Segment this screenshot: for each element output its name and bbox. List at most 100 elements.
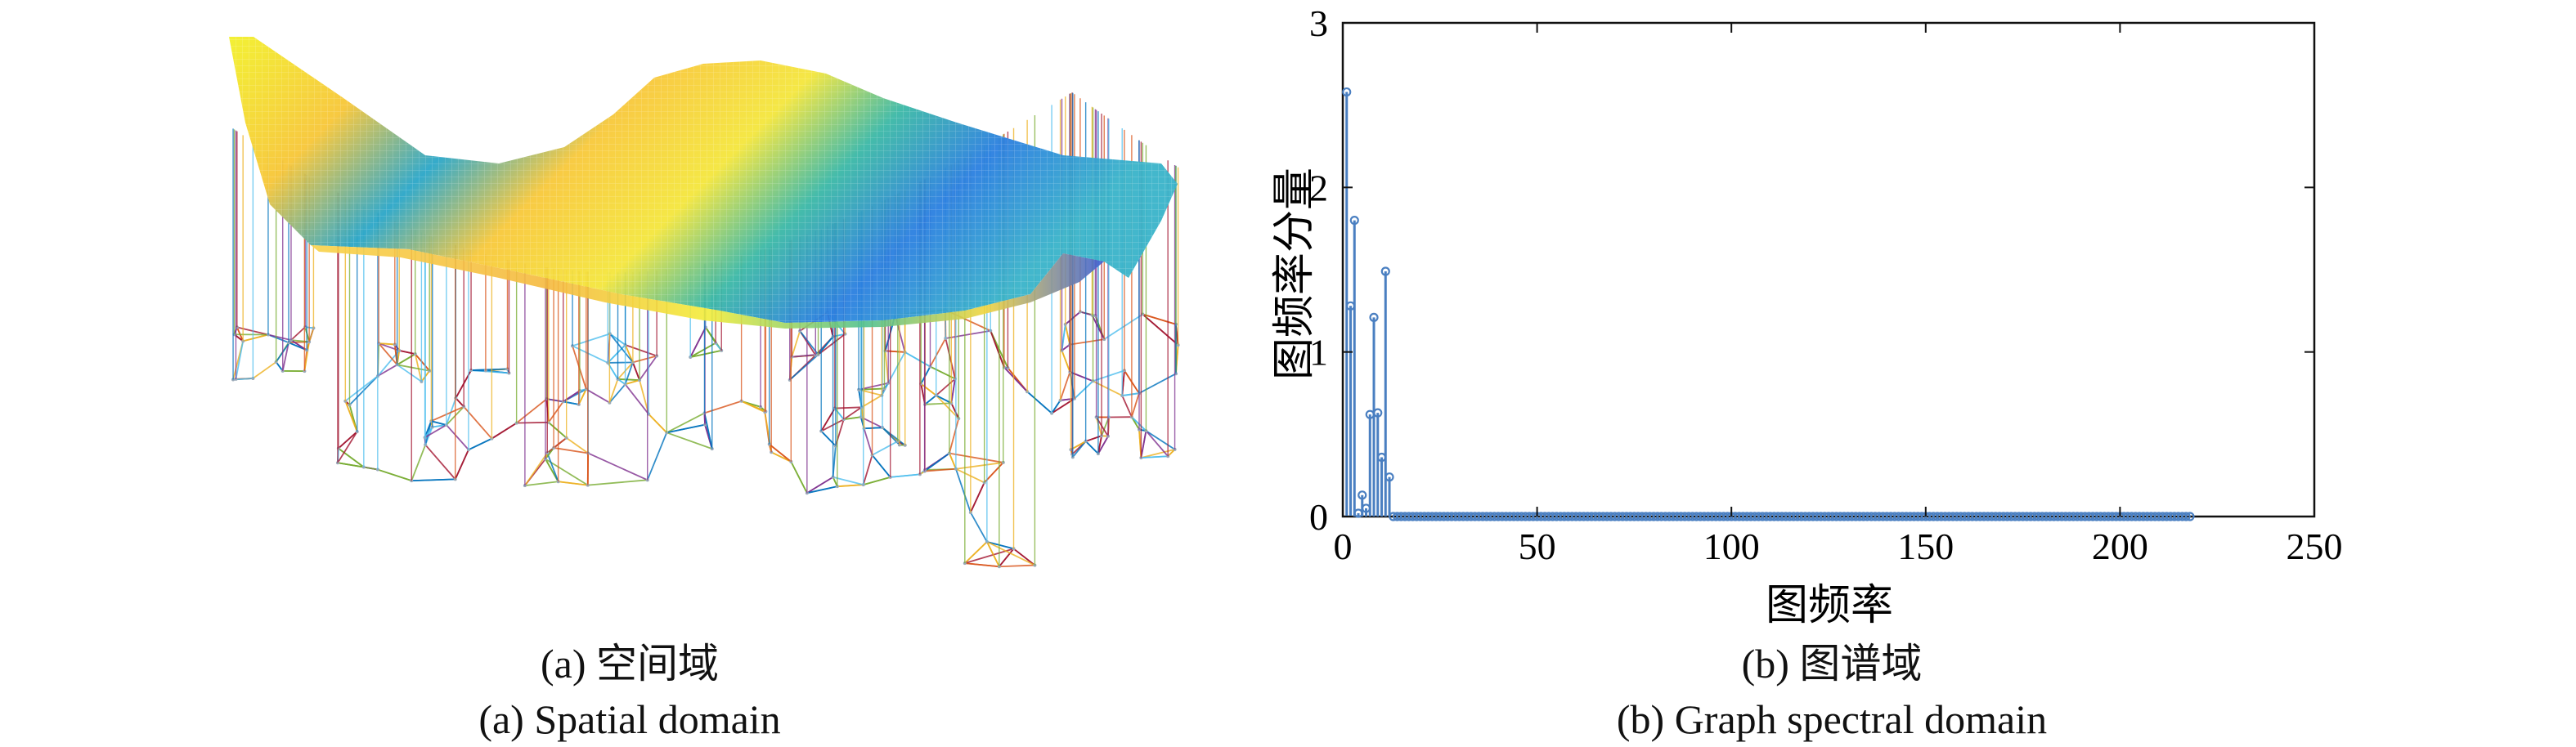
graph-edge <box>920 382 937 396</box>
graph-edge <box>1070 371 1093 382</box>
graph-edge <box>306 328 315 351</box>
graph-edge <box>625 379 640 386</box>
graph-edge <box>1074 380 1094 400</box>
graph-edge <box>275 361 284 372</box>
graph-edge <box>929 338 947 367</box>
graph-edge <box>337 462 378 471</box>
spectral-stem-chart: 0 50 100 150 200 250 0 1 2 3 图频率 图频率分量 <box>1272 2 2343 629</box>
graph-edge <box>950 378 956 404</box>
spectral-caption-en: (b) Graph spectral domain <box>1616 696 2048 742</box>
spatial-caption-en: (a) Spatial domain <box>478 696 781 742</box>
graph-edge <box>1051 400 1061 414</box>
graph-edge <box>1122 392 1139 396</box>
graph-edge <box>338 431 358 450</box>
graph-edge <box>955 462 1003 470</box>
graph-edge <box>524 481 559 487</box>
graph-edge <box>624 383 649 415</box>
graph-edge <box>468 437 492 451</box>
graph-edge <box>1064 324 1071 345</box>
graph-edge <box>964 562 999 568</box>
stem-marker <box>1384 472 1394 482</box>
graph-edge <box>863 428 873 456</box>
graph-edge <box>792 354 819 358</box>
graph-edge <box>608 361 633 364</box>
graph-edge <box>770 451 792 463</box>
graph-edge <box>377 468 412 482</box>
graph-edge <box>617 378 640 381</box>
graph-edge <box>424 444 456 480</box>
graph-edge <box>608 383 626 404</box>
y-tick-label: 1 <box>1309 332 1328 374</box>
graph-edge <box>1131 392 1140 418</box>
graph-edge <box>1095 417 1102 436</box>
graph-edge <box>764 411 773 453</box>
graph-edge <box>1059 371 1071 401</box>
stem-marker <box>2185 512 2195 521</box>
graph-edge <box>689 327 707 358</box>
graph-edge <box>834 407 845 420</box>
x-tick-label: 200 <box>2092 526 2148 567</box>
graph-edge <box>646 432 668 481</box>
graph-edge <box>290 339 310 343</box>
graph-edge <box>999 564 1035 568</box>
graph-edge <box>936 395 959 419</box>
graph-edge <box>546 452 559 482</box>
graph-edge <box>281 342 289 372</box>
graph-edge <box>235 341 245 380</box>
spatial-caption-cn: (a) 空间域 <box>541 641 719 687</box>
graph-edge <box>986 541 1035 566</box>
graph-edge <box>379 342 395 346</box>
graph-edge <box>609 333 634 363</box>
graph-edge <box>1003 366 1028 392</box>
graph-edge <box>338 447 365 468</box>
graph-edge <box>546 437 568 454</box>
graph-edge <box>1061 324 1066 351</box>
y-axis-label: 图频率分量 <box>1272 168 1318 380</box>
graph-edge <box>949 418 960 454</box>
graph-edge <box>832 476 838 487</box>
graph-edge <box>1142 313 1179 346</box>
graph-edge <box>624 362 634 385</box>
graph-edge <box>524 452 549 486</box>
graph-edge <box>924 452 950 472</box>
graph-edge <box>690 350 722 358</box>
graph-edge <box>1141 455 1169 458</box>
graph-edge <box>1145 430 1176 450</box>
graph-edge <box>1097 436 1109 454</box>
graph-edge <box>986 541 1000 567</box>
graph-edge <box>769 443 792 463</box>
graph-edge <box>399 350 415 356</box>
stem-marker <box>2181 512 2191 521</box>
graph-edge <box>516 398 548 424</box>
graph-edge <box>424 427 433 438</box>
graph-edge <box>290 326 306 341</box>
graph-edge <box>397 353 416 366</box>
graph-edge <box>887 351 906 384</box>
graph-edge <box>267 333 292 341</box>
graph-edge <box>666 423 706 434</box>
graph-edge <box>431 405 464 423</box>
graph-vertex <box>1129 415 1133 419</box>
graph-edge <box>1121 395 1133 418</box>
graph-edge <box>970 482 985 513</box>
graph-edge <box>1012 548 1035 566</box>
graph-edge <box>632 355 657 364</box>
graph-edge <box>1138 373 1177 394</box>
graph-edge <box>806 485 838 494</box>
graph-edge <box>817 333 846 356</box>
graph-edge <box>949 452 1003 463</box>
graph-edge <box>945 338 956 379</box>
graph-edge <box>455 397 464 408</box>
x-tick-label: 150 <box>1897 526 1954 567</box>
graph-edge <box>563 400 579 405</box>
x-tick-label: 250 <box>2287 526 2343 567</box>
graph-edge <box>411 478 456 482</box>
graph-edge <box>624 344 634 363</box>
graph-edge <box>252 361 277 379</box>
graph-edge <box>1140 431 1147 458</box>
graph-edge <box>377 364 398 377</box>
graph-edge <box>1072 441 1087 458</box>
graph-edge <box>791 330 801 357</box>
stem-marker <box>1342 87 1352 97</box>
graph-edge <box>890 473 920 478</box>
